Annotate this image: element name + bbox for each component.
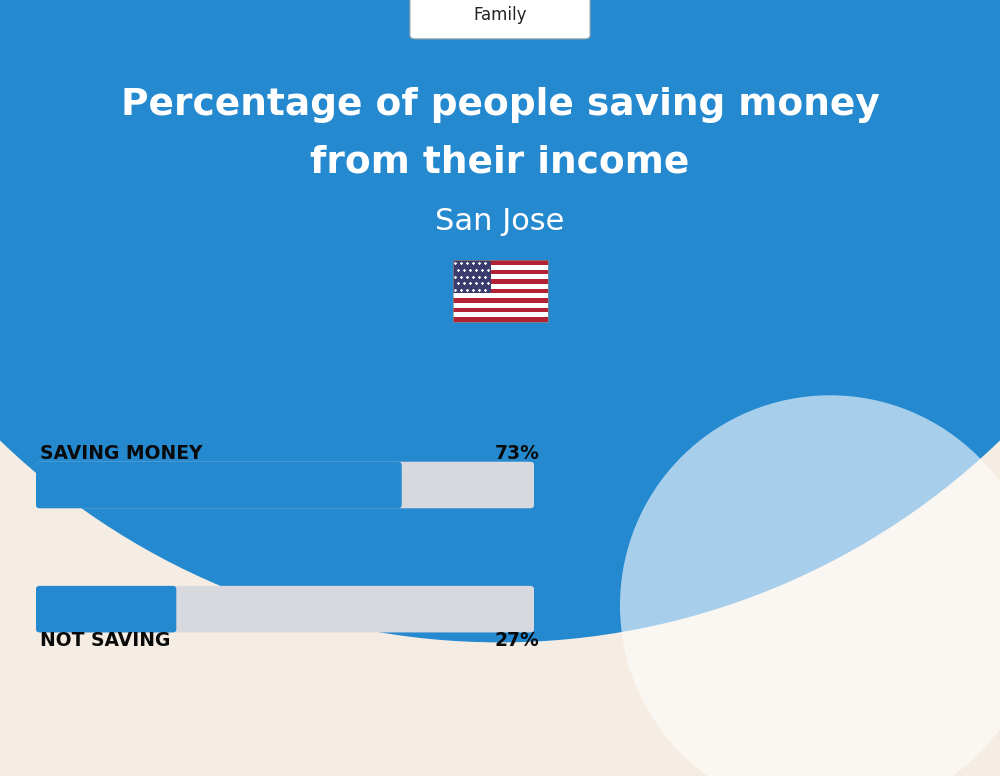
FancyBboxPatch shape — [36, 586, 176, 632]
Bar — [452, 307, 548, 313]
FancyBboxPatch shape — [36, 462, 402, 508]
Ellipse shape — [0, 0, 1000, 643]
FancyBboxPatch shape — [36, 586, 534, 632]
Text: 27%: 27% — [495, 631, 540, 650]
Bar — [452, 298, 548, 303]
Text: 73%: 73% — [495, 445, 540, 463]
Bar — [452, 317, 548, 322]
Bar — [452, 279, 548, 284]
Bar — [452, 289, 548, 293]
Text: SAVING MONEY: SAVING MONEY — [40, 445, 202, 463]
Bar — [452, 260, 548, 322]
Text: Percentage of people saving money: Percentage of people saving money — [121, 87, 879, 123]
Ellipse shape — [620, 395, 1000, 776]
Text: Family: Family — [473, 5, 527, 24]
Text: NOT SAVING: NOT SAVING — [40, 631, 170, 650]
FancyBboxPatch shape — [36, 462, 534, 508]
Bar — [452, 260, 548, 265]
Text: from their income: from their income — [310, 145, 690, 181]
Bar — [452, 269, 548, 275]
Text: San Jose: San Jose — [435, 206, 565, 236]
FancyBboxPatch shape — [410, 0, 590, 39]
Bar — [452, 260, 548, 322]
Bar — [0, 0, 1000, 217]
Bar — [452, 260, 491, 293]
